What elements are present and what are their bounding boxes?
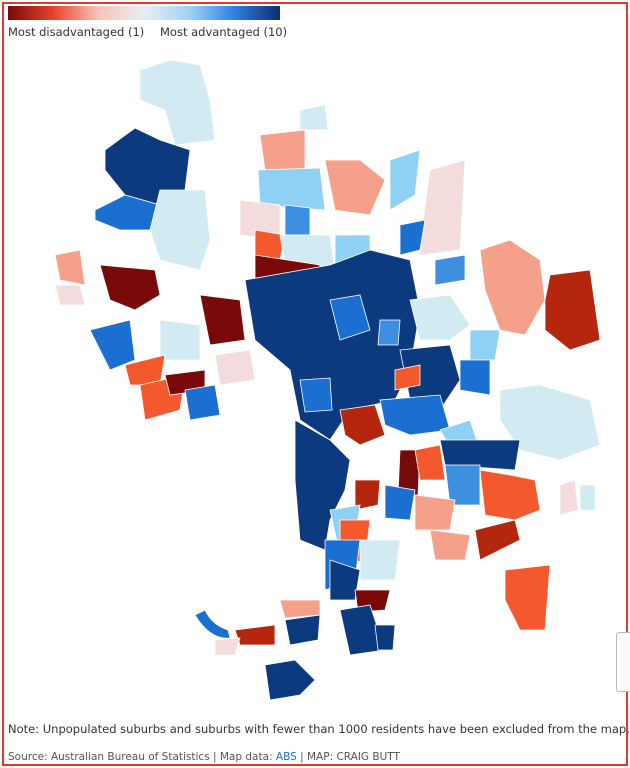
note: Note: Unpopulated suburbs and suburbs wi… — [8, 722, 630, 736]
source-prefix: Source: Australian Bureau of Statistics … — [8, 751, 273, 763]
map — [54, 59, 601, 701]
source: Source: Australian Bureau of Statistics … — [8, 751, 400, 763]
legend-min-label: Most disadvantaged (1) — [8, 25, 145, 39]
source-suffix: | MAP: CRAIG BUTT — [300, 751, 400, 763]
scroll-widget[interactable] — [616, 632, 630, 692]
suburbs — [54, 59, 601, 701]
legend-max-label: Most advantaged (10) — [160, 25, 288, 39]
legend-gradient — [8, 6, 280, 20]
source-link[interactable]: ABS — [275, 751, 297, 763]
